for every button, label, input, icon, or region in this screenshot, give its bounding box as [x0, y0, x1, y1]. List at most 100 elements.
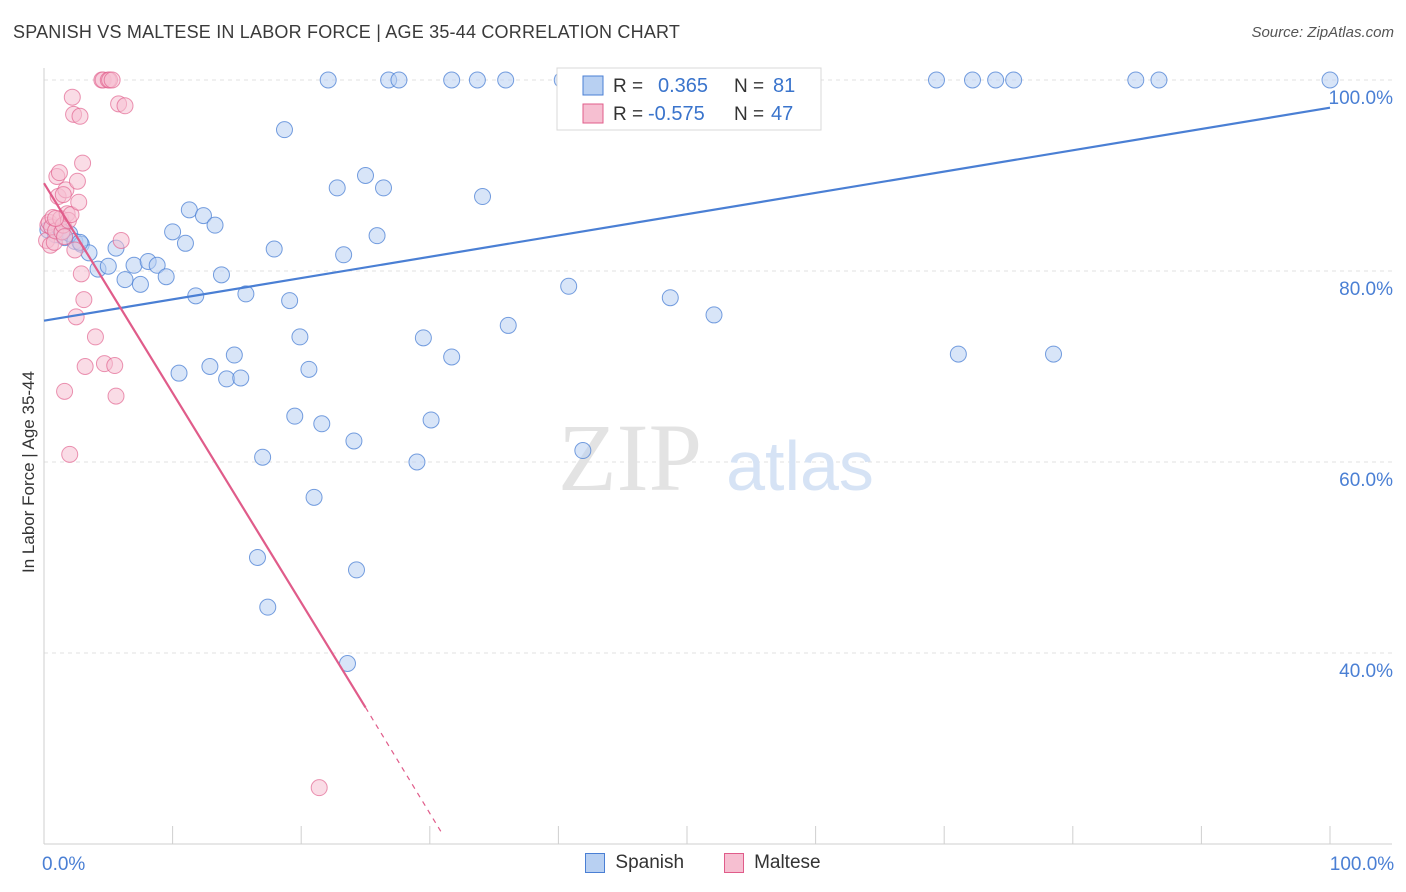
legend-swatch-maltese-bottom — [724, 853, 745, 873]
y-tick-label-3: 40.0% — [1339, 661, 1393, 682]
trend-line-spanish — [43, 106, 1331, 322]
spanish-point-13 — [125, 256, 143, 274]
legend-label-maltese: Maltese — [754, 852, 821, 873]
spanish-point-59 — [474, 188, 492, 206]
spanish-point-44 — [335, 246, 353, 264]
y-tick-label-0: 100.0% — [1329, 88, 1394, 109]
maltese-point-24 — [68, 172, 86, 190]
y-tick-label-1: 80.0% — [1339, 279, 1393, 300]
spanish-point-74 — [1005, 71, 1023, 89]
maltese-point-42 — [116, 97, 134, 115]
trend-lines — [43, 106, 1331, 835]
maltese-point-41 — [112, 231, 130, 249]
spanish-point-52 — [390, 71, 408, 89]
spanish-point-72 — [963, 71, 981, 89]
spanish-point-40 — [305, 488, 323, 506]
spanish-point-58 — [468, 71, 486, 89]
spanish-point-12 — [116, 271, 134, 289]
spanish-point-19 — [170, 364, 188, 382]
tick-labels: 100.0% 80.0% 60.0% 40.0% 0.0% 100.0% — [42, 88, 1394, 875]
legend-n-label-spanish: N = — [734, 76, 764, 97]
spanish-point-46 — [345, 432, 363, 450]
maltese-point-22 — [66, 241, 84, 259]
spanish-point-55 — [422, 411, 440, 429]
legend-r-value-maltese: -0.575 — [648, 103, 705, 125]
spanish-point-31 — [248, 549, 266, 566]
spanish-point-35 — [275, 121, 293, 139]
spanish-point-14 — [131, 275, 149, 293]
spanish-point-20 — [176, 234, 194, 252]
spanish-point-61 — [499, 316, 517, 334]
spanish-point-73 — [987, 71, 1005, 89]
spanish-point-25 — [206, 216, 224, 234]
legend-item-spanish[interactable]: Spanish — [585, 852, 684, 874]
spanish-point-38 — [291, 328, 309, 346]
maltese-point-38 — [106, 357, 124, 375]
legend-r-label-maltese: R = — [613, 104, 643, 125]
spanish-point-29 — [232, 369, 250, 387]
spanish-point-36 — [281, 292, 299, 310]
spanish-point-64 — [574, 442, 592, 460]
spanish-point-63 — [560, 277, 578, 295]
spanish-point-34 — [265, 240, 283, 258]
spanish-point-76 — [1127, 71, 1145, 89]
y-tick-label-2: 60.0% — [1339, 470, 1393, 491]
legend-n-label-maltese: N = — [734, 104, 764, 125]
maltese-point-20 — [63, 88, 81, 106]
spanish-point-42 — [319, 71, 337, 89]
spanish-point-17 — [157, 268, 175, 286]
source-label: Source: ZipAtlas.com — [1251, 24, 1394, 41]
spanish-point-10 — [99, 257, 117, 275]
spanish-point-47 — [347, 561, 365, 579]
maltese-point-37 — [103, 71, 121, 89]
chart-title: SPANISH VS MALTESE IN LABOR FORCE | AGE … — [13, 22, 681, 42]
spanish-point-50 — [375, 179, 393, 197]
spanish-point-16 — [148, 256, 166, 274]
axes — [43, 68, 1392, 845]
maltese-point-44 — [54, 186, 72, 204]
legend-label-spanish: Spanish — [615, 852, 685, 873]
watermark: ZIP atlas — [558, 404, 874, 511]
x-tick-label-1: 100.0% — [1330, 854, 1395, 875]
spanish-point-49 — [368, 227, 386, 245]
legend-swatch-maltese — [582, 103, 604, 124]
legend-r-label-spanish: R = — [613, 76, 643, 97]
spanish-point-43 — [328, 179, 346, 197]
spanish-point-28 — [225, 346, 243, 364]
spanish-point-37 — [286, 407, 304, 425]
spanish-point-48 — [357, 167, 374, 184]
spanish-point-32 — [254, 448, 272, 466]
grid-lines — [44, 79, 1392, 654]
maltese-point-31 — [86, 328, 104, 346]
maltese-point-29 — [75, 291, 93, 309]
legend-n-value-spanish: 81 — [773, 75, 795, 97]
maltese-point-45 — [47, 209, 65, 227]
spanish-point-54 — [414, 329, 432, 347]
maltese-point-43 — [310, 779, 328, 797]
legend-swatch-spanish-bottom — [585, 853, 606, 873]
spanish-point-78 — [1321, 71, 1339, 89]
spanish-point-66 — [661, 289, 679, 307]
spanish-point-57 — [443, 71, 461, 89]
spanish-point-26 — [212, 266, 230, 284]
legend-n-value-maltese: 47 — [771, 103, 793, 125]
series-maltese-points — [38, 71, 328, 797]
spanish-point-53 — [408, 453, 426, 471]
maltese-point-10 — [50, 164, 68, 182]
legend-item-maltese[interactable]: Maltese — [724, 852, 821, 874]
spanish-point-70 — [927, 71, 945, 89]
x-tick-label-0: 0.0% — [42, 854, 85, 875]
maltese-point-27 — [72, 265, 90, 283]
maltese-point-14 — [56, 382, 74, 400]
maltese-point-30 — [76, 358, 94, 375]
spanish-point-24 — [201, 358, 219, 375]
spanish-point-60 — [497, 71, 515, 89]
maltese-point-26 — [71, 107, 89, 125]
legend-top: R = 0.365 N = 81 R = -0.575 N = 47 — [556, 67, 822, 131]
spanish-point-41 — [313, 415, 331, 433]
spanish-point-75 — [1045, 345, 1063, 363]
legend-r-value-spanish: 0.365 — [658, 75, 708, 97]
watermark-atlas: atlas — [726, 427, 874, 505]
maltese-point-25 — [70, 193, 88, 211]
